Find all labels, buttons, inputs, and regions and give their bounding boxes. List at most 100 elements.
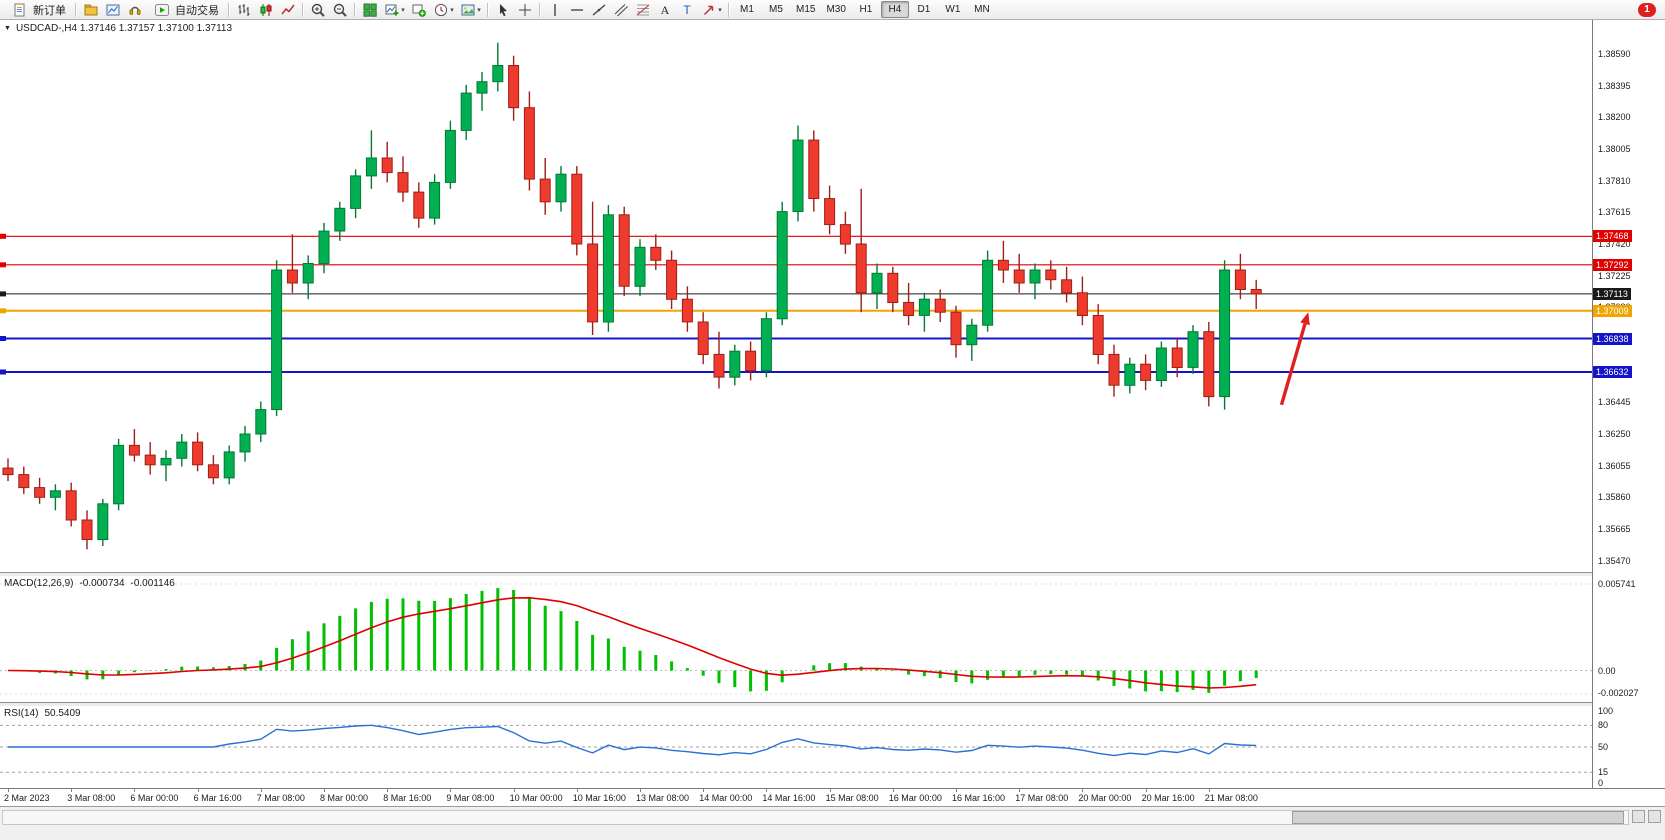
label-tool-icon[interactable]: T	[676, 0, 697, 19]
new-order-icon	[9, 0, 30, 19]
price-level-tag: 1.37468	[1593, 230, 1632, 243]
timeframe-w1-button[interactable]: W1	[945, 4, 961, 15]
rsi-axis-label: 15	[1598, 767, 1609, 778]
cursor-icon[interactable]	[492, 0, 513, 19]
time-tick	[260, 789, 262, 792]
resistance-line-2[interactable]	[0, 262, 1592, 268]
line-chart-icon[interactable]	[277, 0, 298, 19]
charts-icon[interactable]	[102, 0, 123, 19]
arrow-annotation[interactable]	[1279, 312, 1310, 406]
periods-icon[interactable]	[430, 0, 451, 19]
horizontal-scrollbar[interactable]	[2, 810, 1629, 825]
macd-title: MACD(12,26,9) -0.000734 -0.001146	[4, 578, 175, 589]
time-label: 7 Mar 08:00	[256, 793, 305, 803]
resistance-line-1[interactable]	[0, 233, 1592, 239]
price-tick-label: 1.38005	[1598, 144, 1631, 155]
chevron-down-icon[interactable]: ▾	[477, 6, 481, 14]
price-level-tag: 1.37009	[1593, 304, 1632, 317]
channel-icon[interactable]	[610, 0, 631, 19]
timeframe-m1-button[interactable]: M1	[740, 4, 754, 15]
time-tick	[956, 789, 957, 792]
profiles-icon[interactable]	[80, 0, 101, 19]
price-level-tag: 1.37292	[1593, 258, 1632, 271]
timeframe-h4-button[interactable]: H4	[880, 1, 909, 18]
indicators-icon[interactable]	[408, 0, 429, 19]
chevron-down-icon[interactable]: ▾	[718, 6, 722, 14]
time-tick	[324, 789, 325, 792]
support-line-1[interactable]	[0, 336, 1592, 341]
zoom-out-icon[interactable]	[329, 0, 350, 19]
new-order-button[interactable]: 新订单	[4, 0, 71, 19]
price-axis[interactable]: 1.38590 1.38395 1.38200 1.38005 1.37810 1.376…	[1592, 20, 1665, 806]
notification-badge[interactable]: 1	[1638, 3, 1656, 17]
timeframe-m5-button[interactable]: M5	[769, 4, 783, 15]
bar-chart-icon[interactable]	[233, 0, 254, 19]
templates-icon[interactable]	[457, 0, 478, 19]
timeframe-mn-button[interactable]: MN	[974, 4, 990, 15]
time-tick	[640, 789, 641, 792]
rsi-axis-label: 100	[1598, 706, 1614, 716]
timeframe-m30-button[interactable]: M30	[826, 4, 846, 15]
time-label: 15 Mar 08:00	[825, 793, 879, 803]
time-label: 6 Mar 16:00	[193, 793, 242, 803]
price-chart-plot[interactable]	[0, 20, 1592, 572]
chart-symbol-ohlc: USDCAD-,H4 1.37146 1.37157 1.37100 1.371…	[15, 23, 233, 34]
scrollbar-button[interactable]	[1648, 810, 1661, 823]
horizontal-line-icon[interactable]	[566, 0, 587, 19]
rsi-title: RSI(14) 50.5409	[4, 708, 81, 719]
support-icon[interactable]	[124, 0, 145, 19]
zoom-in-icon[interactable]	[307, 0, 328, 19]
autotrade-button[interactable]: 自动交易	[146, 0, 224, 19]
price-tick-label: 1.36445	[1598, 397, 1631, 408]
candlestick-chart-icon[interactable]	[255, 0, 276, 19]
rsi-line	[8, 724, 1257, 757]
time-label: 14 Mar 00:00	[699, 793, 753, 803]
toolbar-separator	[354, 2, 355, 17]
bottom-strip	[0, 806, 1665, 840]
autotrade-icon	[151, 0, 172, 19]
fibonacci-icon[interactable]	[632, 0, 653, 19]
crosshair-icon[interactable]	[514, 0, 535, 19]
text-tool-icon[interactable]: A	[654, 0, 675, 19]
timeframe-m15-button[interactable]: M15	[796, 4, 816, 15]
time-tick	[703, 789, 705, 792]
bid-price-line[interactable]	[0, 291, 1592, 297]
support-line-2[interactable]	[0, 369, 1592, 375]
svg-text:A: A	[660, 3, 669, 17]
price-tick-label: 1.38395	[1598, 80, 1631, 91]
rsi-axis-label: 80	[1598, 720, 1609, 731]
macd-signal-line	[7, 596, 1257, 689]
rsi-indicator-plot[interactable]	[0, 706, 1592, 788]
trendline-icon[interactable]	[588, 0, 609, 19]
time-axis[interactable]: 2 Mar 2023 3 Mar 08:00 6 Mar 00:00 6 Mar 16…	[0, 788, 1665, 806]
vertical-line-icon[interactable]	[544, 0, 565, 19]
one-click-trading-icon[interactable]: ▼	[4, 25, 11, 32]
pivot-line[interactable]	[0, 308, 1592, 314]
time-label: 13 Mar 08:00	[636, 793, 690, 803]
scrollbar-button[interactable]	[1632, 810, 1645, 823]
time-label: 8 Mar 16:00	[383, 793, 432, 803]
arrows-tool-icon[interactable]	[698, 0, 719, 19]
time-tick	[766, 789, 768, 792]
macd-indicator-plot[interactable]	[0, 576, 1592, 702]
rsi-axis-label: 0	[1598, 778, 1604, 788]
macd-signal-value: -0.001146	[130, 578, 175, 589]
time-tick	[1145, 789, 1147, 792]
time-label: 20 Mar 00:00	[1078, 793, 1132, 803]
chevron-down-icon[interactable]: ▾	[401, 6, 405, 14]
svg-text:T: T	[683, 3, 691, 17]
scrollbar-thumb[interactable]	[1292, 811, 1624, 824]
time-label: 2 Mar 2023	[4, 793, 50, 803]
new-chart-icon[interactable]	[381, 0, 402, 19]
tile-windows-icon[interactable]	[359, 0, 380, 19]
time-label: 10 Mar 00:00	[509, 793, 563, 803]
time-label: 17 Mar 08:00	[1015, 793, 1069, 803]
timeframe-h1-button[interactable]: H1	[859, 4, 873, 15]
chevron-down-icon[interactable]: ▾	[450, 6, 454, 14]
price-tick-label: 1.35860	[1598, 492, 1631, 503]
toolbar-separator	[728, 2, 729, 17]
time-tick	[450, 789, 452, 792]
toolbar-separator	[539, 2, 540, 17]
timeframe-d1-button[interactable]: D1	[917, 4, 931, 15]
price-tick-label: 1.38200	[1598, 112, 1631, 123]
